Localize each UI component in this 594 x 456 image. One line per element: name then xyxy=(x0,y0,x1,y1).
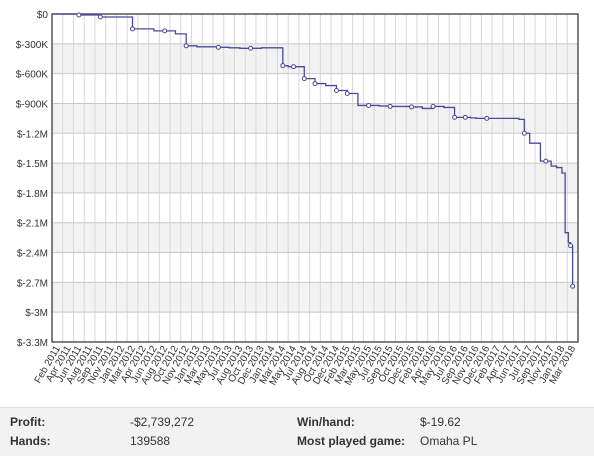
series-point xyxy=(484,115,490,121)
series-point xyxy=(521,130,527,136)
y-tick-label: $-600K xyxy=(16,70,49,81)
plot-band xyxy=(52,222,578,253)
series-point xyxy=(567,243,573,249)
series-point xyxy=(452,114,458,120)
series-point xyxy=(430,103,436,109)
profit-label: Profit: xyxy=(10,415,46,429)
series-point xyxy=(366,102,372,108)
stats-panel: Profit: -$2,739,272 Win/hand: $-19.62 Ha… xyxy=(0,407,594,456)
series-point xyxy=(130,26,136,32)
y-tick-label: $-2.1M xyxy=(17,219,48,230)
series-point xyxy=(462,114,468,120)
y-tick-label: $-2.7M xyxy=(17,278,48,289)
game-label: Most played game: xyxy=(297,434,406,448)
y-tick-label: $-3.3M xyxy=(17,338,48,349)
y-tick-label: $-3M xyxy=(25,308,48,319)
y-tick-label: $-2.4M xyxy=(17,249,48,260)
series-point xyxy=(97,14,103,20)
profit-value: -$2,739,272 xyxy=(130,415,195,429)
y-tick-label: $-900K xyxy=(16,99,49,110)
y-tick-label: $-300K xyxy=(16,40,49,51)
series-point xyxy=(344,91,350,97)
series-point xyxy=(280,63,286,69)
hands-value: 139588 xyxy=(130,434,171,448)
stats-row-1: Profit: -$2,739,272 Win/hand: $-19.62 xyxy=(0,412,594,432)
profit-chart: $0 $-300K $-600K $-900K $-1.2M $-1.5M $-1.8M $-… xyxy=(16,10,579,388)
series-point xyxy=(248,45,254,51)
series-point xyxy=(333,88,339,94)
series-point xyxy=(543,158,549,164)
series-point xyxy=(215,44,221,50)
winhand-value: $-19.62 xyxy=(420,415,461,429)
series-point xyxy=(301,76,307,82)
plot-band xyxy=(52,282,578,313)
series-point xyxy=(291,64,297,70)
series-point xyxy=(162,28,168,34)
chart-svg: $0 $-300K $-600K $-900K $-1.2M $-1.5M $-1.8M $-… xyxy=(16,10,579,388)
plot-band xyxy=(52,43,578,74)
series-point xyxy=(76,12,82,18)
series-point xyxy=(312,81,318,87)
series-point xyxy=(183,43,189,49)
winhand-label: Win/hand: xyxy=(297,415,355,429)
series-point xyxy=(570,283,576,289)
series-point xyxy=(387,103,393,109)
stats-row-2: Hands: 139588 Most played game: Omaha PL xyxy=(0,431,594,451)
series-point xyxy=(409,104,415,110)
plot-border xyxy=(51,13,579,343)
hands-label: Hands: xyxy=(10,434,51,448)
y-tick-label: $0 xyxy=(37,10,49,21)
plot-band xyxy=(52,163,578,193)
y-tick-label: $-1.5M xyxy=(17,159,48,170)
y-tick-label: $-1.2M xyxy=(17,129,48,140)
game-value: Omaha PL xyxy=(420,434,478,448)
y-tick-label: $-1.8M xyxy=(17,189,48,200)
